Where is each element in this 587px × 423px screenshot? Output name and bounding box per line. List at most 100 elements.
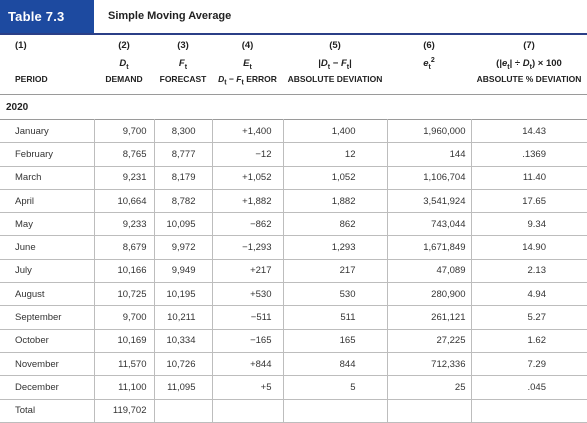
forecast-cell: 10,095	[153, 212, 212, 237]
total-label: Total	[0, 399, 94, 423]
col-label-error: Dt − Ft ERROR	[218, 74, 277, 87]
table-row: July 10,166 9,949 +217 217 47,089 2.13	[0, 259, 587, 284]
forecast-cell: 8,300	[153, 119, 212, 144]
year-label: 2020	[6, 101, 29, 113]
col-sym-4: Et	[243, 58, 252, 71]
period-cell: May	[0, 212, 94, 237]
col-sym-5: |Dt − Ft|	[318, 58, 352, 71]
table-row: May 9,233 10,095 −862 862 743,044 9.34	[0, 212, 587, 237]
forecast-cell: 10,334	[153, 329, 212, 353]
squared-error-cell: 743,044	[386, 212, 471, 237]
col-sym-1	[0, 57, 94, 72]
table-row: June 8,679 9,972 −1,293 1,293 1,671,849 14.90	[0, 235, 587, 260]
empty-cell	[470, 399, 587, 423]
demand-cell: 9,231	[93, 166, 154, 190]
table-row: January 9,700 8,300 +1,400 1,400 1,960,000 14.…	[0, 119, 587, 144]
error-cell: −165	[211, 329, 283, 353]
abs-pct-deviation-cell: 14.43	[470, 119, 587, 144]
squared-error-cell: 1,106,704	[386, 166, 471, 190]
table-title-bar: Table 7.3 Simple Moving Average	[0, 0, 587, 35]
year-row: 2020	[0, 95, 587, 120]
abs-deviation-cell: 862	[282, 212, 387, 237]
abs-deviation-cell: 844	[282, 352, 387, 377]
period-cell: September	[0, 305, 94, 330]
table-row: December 11,100 11,095 +5 5 25.045	[0, 375, 587, 400]
demand-cell: 10,166	[93, 259, 154, 284]
period-cell: June	[0, 235, 94, 260]
period-cell: July	[0, 259, 94, 284]
squared-error-cell: 144	[386, 142, 471, 167]
col-sym-6: et2	[423, 57, 435, 72]
col-num-7: (7)	[523, 40, 535, 51]
demand-cell: 9,233	[93, 212, 154, 237]
squared-error-cell: 261,121	[386, 305, 471, 330]
period-cell: December	[0, 375, 94, 400]
col-label-abs-pct: ABSOLUTE % DEVIATION	[476, 74, 582, 84]
period-cell: October	[0, 329, 94, 353]
abs-pct-deviation-cell: 17.65	[470, 189, 587, 214]
table-row: September 9,700 10,211 −511 511 261,121 5.27	[0, 305, 587, 330]
abs-pct-deviation-cell: 14.90	[470, 235, 587, 260]
abs-pct-deviation-cell: 4.94	[470, 282, 587, 307]
squared-error-cell: 27,225	[386, 329, 471, 353]
table-row: November 11,570 10,726 +844 844 712,336 7.29	[0, 352, 587, 377]
abs-pct-deviation-cell: 2.13	[470, 259, 587, 284]
col-label-sq-error	[387, 72, 471, 95]
col-label-forecast: FORECAST	[159, 74, 207, 84]
col-num-6: (6)	[423, 40, 435, 51]
abs-deviation-cell: 12	[282, 142, 387, 167]
table-row: October 10,169 10,334 −165 165 27,225 1.62	[0, 329, 587, 353]
error-cell: −1,293	[211, 235, 283, 260]
forecast-cell: 8,179	[153, 166, 212, 190]
squared-error-cell: 47,089	[386, 259, 471, 284]
demand-cell: 9,700	[93, 119, 154, 144]
period-cell: November	[0, 352, 94, 377]
error-cell: +1,882	[211, 189, 283, 214]
period-cell: April	[0, 189, 94, 214]
total-demand-cell: 119,702	[93, 399, 154, 423]
abs-deviation-cell: 511	[282, 305, 387, 330]
forecast-cell: 10,195	[153, 282, 212, 307]
abs-deviation-cell: 1,882	[282, 189, 387, 214]
col-num-4: (4)	[241, 40, 254, 51]
empty-cell	[153, 399, 212, 423]
error-cell: −862	[211, 212, 283, 237]
forecast-cell: 8,782	[153, 189, 212, 214]
col-label-period: PERIOD	[15, 74, 48, 84]
col-num-5: (5)	[329, 40, 341, 51]
table-row: March 9,231 8,179 +1,052 1,052 1,106,704 11.40	[0, 166, 587, 190]
abs-pct-deviation-cell: .045	[470, 375, 587, 400]
col-num-1: (1)	[15, 40, 27, 51]
period-cell: January	[0, 119, 94, 144]
forecast-cell: 8,777	[153, 142, 212, 167]
demand-cell: 9,700	[93, 305, 154, 330]
abs-deviation-cell: 1,293	[282, 235, 387, 260]
abs-pct-deviation-cell: 1.62	[470, 329, 587, 353]
table-row: April 10,664 8,782 +1,882 1,882 3,541,924 17.6…	[0, 189, 587, 214]
forecast-cell: 10,726	[153, 352, 212, 377]
abs-deviation-cell: 217	[282, 259, 387, 284]
col-sym-2: Dt	[119, 58, 129, 71]
table-title: Simple Moving Average	[108, 10, 232, 22]
squared-error-cell: 25	[386, 375, 471, 400]
demand-cell: 11,100	[93, 375, 154, 400]
abs-deviation-cell: 1,052	[282, 166, 387, 190]
abs-pct-deviation-cell: 7.29	[470, 352, 587, 377]
demand-cell: 11,570	[93, 352, 154, 377]
error-cell: +5	[211, 375, 283, 400]
error-cell: −12	[211, 142, 283, 167]
col-sym-3: Ft	[178, 58, 188, 71]
forecast-cell: 9,972	[153, 235, 212, 260]
table-row: February 8,765 8,777 −12 12 144.1369	[0, 142, 587, 167]
error-cell: +1,052	[211, 166, 283, 190]
abs-deviation-cell: 530	[282, 282, 387, 307]
total-row: Total 119,702	[0, 399, 587, 423]
column-symbol-row: Dt Ft Et |Dt − Ft| et2 (|et| ÷ Dt) × 100	[0, 57, 587, 72]
col-num-2: (2)	[118, 40, 130, 51]
squared-error-cell: 1,671,849	[386, 235, 471, 260]
empty-cell	[386, 399, 471, 423]
error-cell: −511	[211, 305, 283, 330]
abs-pct-deviation-cell: 5.27	[470, 305, 587, 330]
period-cell: March	[0, 166, 94, 190]
